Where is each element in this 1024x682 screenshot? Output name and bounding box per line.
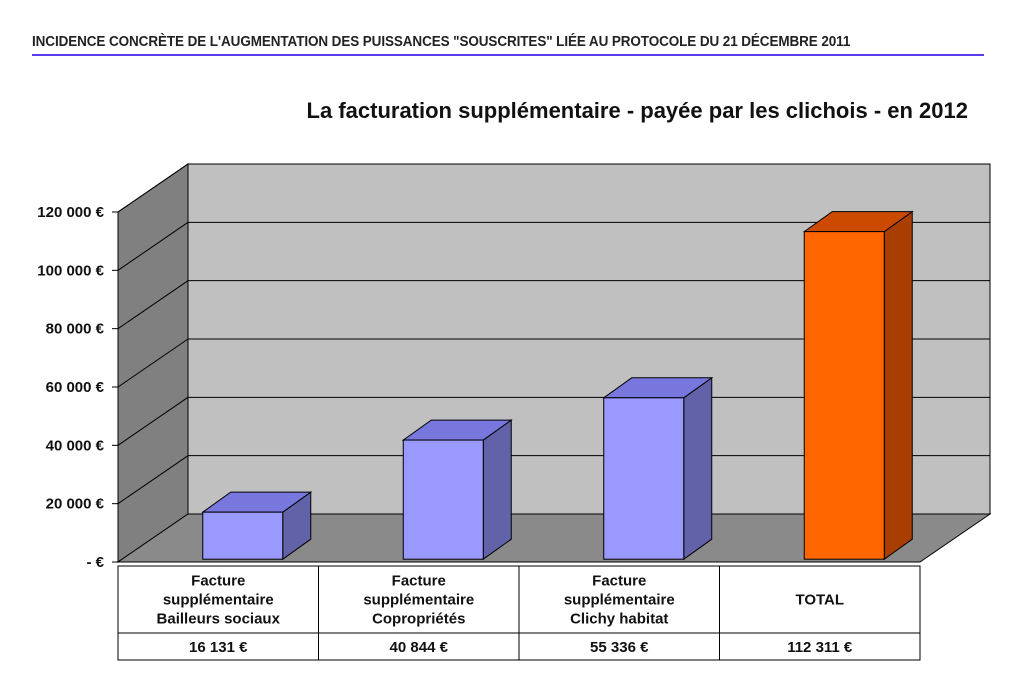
gridline-side [117,338,189,388]
header-underline [32,54,984,56]
category-label: Bailleurs sociaux [157,611,281,628]
category-label: Facture [592,573,646,590]
bar-side [883,210,913,561]
value-label: 40 844 € [390,639,449,656]
bar [402,439,484,560]
category-label: supplémentaire [564,592,675,609]
category-label: Copropriétés [372,611,465,628]
bar-side [683,376,713,561]
gridline-side [117,221,189,271]
value-label: 112 311 € [787,639,853,656]
chart-title: La facturation supplémentaire - payée pa… [306,98,968,123]
bar [202,511,284,560]
bar [603,397,685,560]
gridline-side [117,280,189,330]
gridline-side [117,163,189,213]
bar-total [803,231,885,560]
y-tick-label: 60 000 € [46,379,105,396]
bar-side [482,419,512,561]
y-tick-label: 100 000 € [37,262,104,279]
category-label: Clichy habitat [570,611,668,628]
category-label: TOTAL [795,592,844,609]
gridline-side [117,396,189,446]
category-label: supplémentaire [163,592,274,609]
y-tick-label: 120 000 € [37,204,104,221]
category-label: Facture [392,573,446,590]
y-tick-label: 80 000 € [46,321,105,338]
y-tick-label: 40 000 € [46,437,105,454]
gridline-side [117,455,189,505]
value-label: 55 336 € [590,639,649,656]
category-label: Facture [191,573,245,590]
y-tick-label: 20 000 € [46,496,105,513]
y-tick-label: - € [86,554,104,571]
value-label: 16 131 € [189,639,248,656]
page-header: INCIDENCE CONCRÈTE DE L'AUGMENTATION DES… [32,34,851,50]
category-label: supplémentaire [363,592,474,609]
chart-floor [116,513,992,563]
